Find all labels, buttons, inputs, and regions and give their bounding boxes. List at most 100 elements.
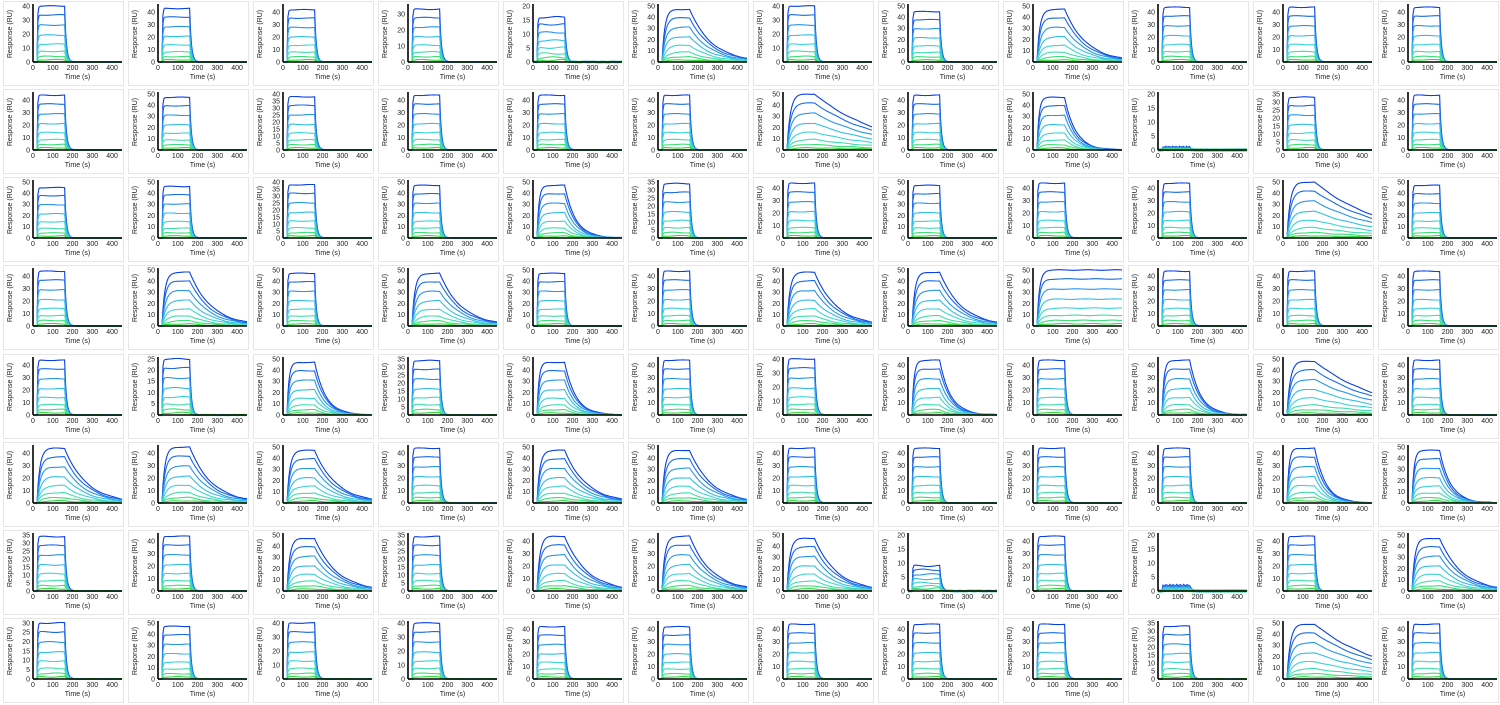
y-tick-label: 30 <box>1397 202 1405 209</box>
x-tick-label: 300 <box>586 153 598 160</box>
y-tick-label: 10 <box>22 572 30 579</box>
series-line <box>908 568 998 593</box>
series-line <box>907 623 997 680</box>
y-tick-label: 10 <box>647 135 655 142</box>
y-axis-label: Response (RU) <box>882 451 889 499</box>
x-tick-label: 200 <box>1192 682 1204 689</box>
y-tick-label: 30 <box>647 286 655 293</box>
series-line <box>282 8 372 63</box>
x-tick-label: 200 <box>567 241 579 248</box>
series-line <box>32 621 123 681</box>
x-tick-label: 300 <box>836 153 848 160</box>
y-tick-label: 0 <box>526 412 530 419</box>
series-line <box>1033 359 1122 416</box>
series-line <box>532 554 623 592</box>
x-tick-label: 300 <box>711 65 723 72</box>
series-line <box>532 46 622 64</box>
y-axis-label: Response (RU) <box>132 274 139 322</box>
y-tick-label: 40 <box>1272 632 1280 639</box>
y-tick-label: 20 <box>1397 34 1405 41</box>
y-axis-label: Response (RU) <box>882 186 889 234</box>
y-tick-label: 40 <box>522 98 530 105</box>
x-tick-label: 400 <box>981 506 993 513</box>
x-tick-label: 200 <box>317 682 329 689</box>
y-tick-label: 0 <box>651 500 655 507</box>
y-tick-label: 25 <box>1272 107 1280 114</box>
y-tick-label: 40 <box>897 279 905 286</box>
y-tick-label: 20 <box>1397 651 1405 658</box>
y-tick-label: 40 <box>1397 274 1405 281</box>
x-tick-label: 100 <box>172 418 184 425</box>
series-line <box>532 39 623 64</box>
y-tick-label: 20 <box>897 651 905 658</box>
series-line <box>283 573 373 592</box>
y-tick-label: 20 <box>397 380 405 387</box>
series-line <box>158 104 247 151</box>
y-tick-label: 40 <box>1022 15 1030 22</box>
x-tick-label: 200 <box>442 329 454 336</box>
series-line <box>1157 625 1248 680</box>
x-axis-label: Time (s) <box>690 250 715 257</box>
y-tick-label: 10 <box>147 136 155 143</box>
y-tick-label: 50 <box>647 444 655 451</box>
x-axis-label: Time (s) <box>1065 427 1090 434</box>
x-tick-label: 200 <box>1192 65 1204 72</box>
x-tick-label: 0 <box>656 241 660 248</box>
x-tick-label: 100 <box>922 506 934 513</box>
sensorgram-panel: 0 10 20 30 40 0 100 200 300 400 Time (s) Response (… <box>628 618 749 703</box>
series-line <box>533 492 622 504</box>
series-line <box>658 44 747 63</box>
y-tick-label: 20 <box>397 301 405 308</box>
series-line <box>158 387 247 417</box>
series-line <box>782 623 872 680</box>
x-tick-label: 0 <box>1031 329 1035 336</box>
x-axis-label: Time (s) <box>1315 603 1340 610</box>
y-tick-label: 5 <box>1276 139 1280 146</box>
series-line <box>408 651 497 680</box>
series-line <box>533 122 622 151</box>
y-tick-label: 40 <box>647 456 655 463</box>
series-line <box>408 308 497 327</box>
x-tick-label: 300 <box>1086 506 1098 513</box>
y-tick-label: 50 <box>522 444 530 451</box>
x-tick-label: 100 <box>47 65 59 72</box>
series-line <box>33 103 122 151</box>
series-line <box>283 183 373 239</box>
x-tick-label: 400 <box>356 594 368 601</box>
x-axis-label: Time (s) <box>440 338 465 345</box>
x-tick-label: 0 <box>656 506 660 513</box>
y-tick-label: 10 <box>647 664 655 671</box>
y-tick-label: 20 <box>22 213 30 220</box>
y-axis-label: Response (RU) <box>1007 451 1014 499</box>
series-line <box>1408 298 1498 327</box>
series-line <box>33 456 123 504</box>
y-tick-label: 15 <box>1147 652 1155 659</box>
x-axis-label: Time (s) <box>1315 74 1340 81</box>
y-axis-label: Response (RU) <box>632 10 639 58</box>
y-tick-label: 10 <box>1272 576 1280 583</box>
x-axis-label: Time (s) <box>190 691 215 698</box>
sensorgram-panel: 0 10 20 30 40 0 100 200 300 400 Time (s) Response (… <box>3 1 124 86</box>
series-line <box>657 572 747 592</box>
x-axis-label: Time (s) <box>65 74 90 81</box>
y-tick-label: 0 <box>276 500 280 507</box>
y-tick-label: 15 <box>647 211 655 218</box>
y-tick-label: 40 <box>1147 274 1155 281</box>
series-line <box>158 271 248 327</box>
y-tick-label: 0 <box>901 235 905 242</box>
y-tick-label: 10 <box>897 135 905 142</box>
series-line <box>1282 114 1373 151</box>
x-tick-label: 300 <box>461 418 473 425</box>
y-tick-label: 20 <box>1147 91 1155 98</box>
series-line <box>658 94 747 151</box>
